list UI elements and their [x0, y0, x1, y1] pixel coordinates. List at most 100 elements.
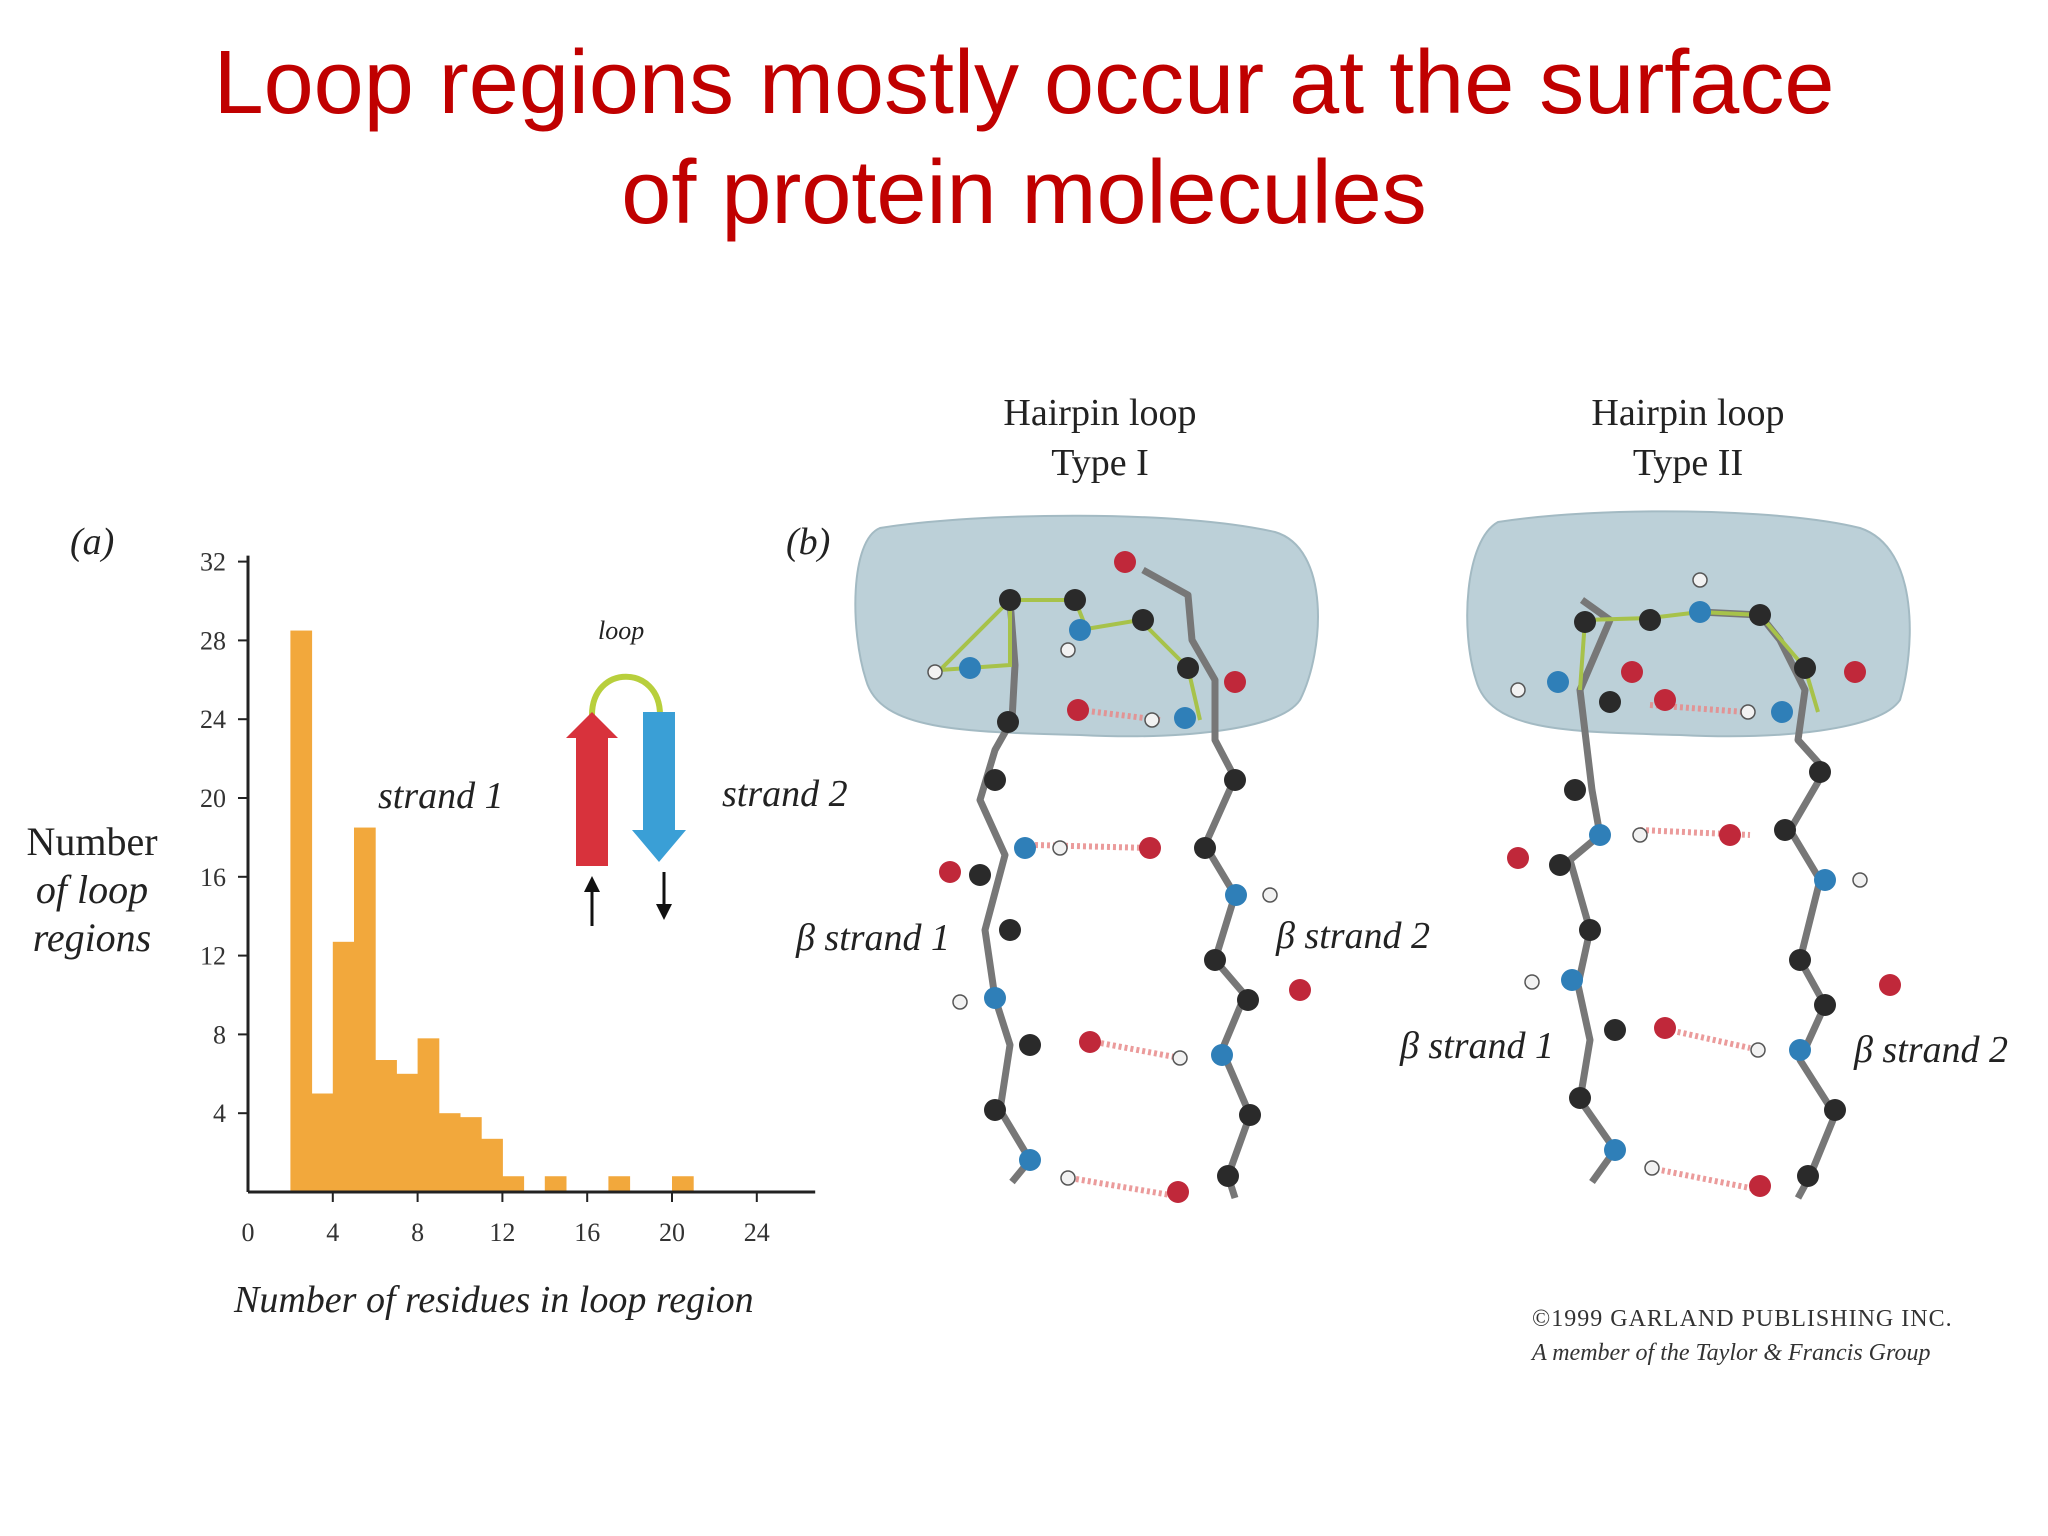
panel-b-label: (b)	[786, 521, 831, 563]
atom-c-7	[1177, 657, 1199, 679]
type1-strand-1-label: β strand 1	[796, 917, 951, 959]
atom-o-29	[1079, 1031, 1101, 1053]
solvent-surface-blob	[1466, 510, 1911, 738]
y-axis-label-line-1: Number	[26, 819, 158, 864]
hairpin-type2-model	[1466, 510, 1911, 1200]
atom-n-33	[1211, 1044, 1233, 1066]
atom-c-15	[1564, 779, 1586, 801]
atom-h-27	[952, 994, 968, 1010]
atom-h-27	[1524, 974, 1540, 990]
atom-n-9	[1547, 671, 1569, 693]
x-tick-label-0: 0	[242, 1218, 255, 1247]
atom-c-11	[997, 711, 1019, 733]
atom-n-21	[1814, 869, 1836, 891]
type1-strand-2-label: β strand 2	[1276, 915, 1431, 957]
atom-h-13	[1144, 712, 1160, 728]
atom-c-20	[1194, 837, 1216, 859]
type2-strand-1-label: β strand 1	[1400, 1025, 1555, 1067]
inset-loop-arc	[589, 673, 663, 716]
atom-c-40	[1217, 1165, 1239, 1187]
atom-n-21	[1225, 884, 1247, 906]
atom-h-34	[1750, 1042, 1766, 1058]
atom-n-37	[1019, 1149, 1041, 1171]
atom-n-14	[1174, 707, 1196, 729]
histogram-bar-2	[290, 630, 313, 1192]
atom-h-5	[1692, 572, 1708, 588]
atom-o-29	[1654, 1017, 1676, 1039]
x-tick-label-24: 24	[744, 1218, 770, 1247]
inset-strand-1-label: strand 1	[378, 775, 504, 817]
histogram-bar-12	[502, 1176, 525, 1192]
atom-c-1	[999, 589, 1021, 611]
atom-c-35	[1824, 1099, 1846, 1121]
histogram-bar-9	[438, 1113, 461, 1192]
backbone-segment-1	[976, 599, 1034, 1185]
x-axis-label: Number of residues in loop region	[234, 1279, 754, 1321]
atom-n-9	[959, 657, 981, 679]
histogram-bar-17	[608, 1176, 631, 1192]
histogram-bar-20	[672, 1176, 694, 1192]
type1-title-line-2: Type I	[1051, 442, 1149, 484]
atom-n-4	[1069, 619, 1091, 641]
y-tick-label-16: 16	[200, 863, 226, 892]
slide-title: Loop regions mostly occur at the surface…	[0, 28, 2048, 248]
histogram-bar-7	[396, 1073, 419, 1192]
slide-title-line-1: Loop regions mostly occur at the surface	[213, 33, 1835, 133]
atom-n-16	[1014, 837, 1036, 859]
atom-h-17	[1632, 827, 1648, 843]
atom-o-32	[1879, 974, 1901, 996]
atom-c-25	[999, 919, 1021, 941]
hydrogen-bond-4	[1069, 1175, 1171, 1198]
atom-c-25	[1579, 919, 1601, 941]
atom-c-31	[1814, 994, 1836, 1016]
atom-h-13	[1740, 704, 1756, 720]
inset-up-arrow-head	[584, 876, 600, 892]
type2-title-line-1: Hairpin loop	[1591, 392, 1785, 434]
y-axis-label-line-3: regions	[32, 915, 152, 960]
atom-c-15	[984, 769, 1006, 791]
atom-o-12	[1067, 699, 1089, 721]
atom-c-24	[969, 864, 991, 886]
histogram-bar-10	[460, 1117, 482, 1192]
atom-n-14	[1771, 701, 1793, 723]
atom-c-36	[984, 1099, 1006, 1121]
histogram-bar-8	[417, 1038, 440, 1192]
hairpin-type1-model	[854, 514, 1319, 1203]
atom-c-1	[1574, 611, 1596, 633]
atom-h-10	[1510, 682, 1526, 698]
histogram: 4 8 12 16 20 24 28 32 0 4 8 12 16 20 24	[200, 548, 816, 1247]
atom-c-20	[1774, 819, 1796, 841]
atom-c-30	[1204, 949, 1226, 971]
atom-o-23	[939, 861, 961, 883]
atom-o-12	[1654, 689, 1676, 711]
hydrogen-bond-1	[1649, 702, 1746, 715]
y-axis-label: Number of loop regions	[12, 818, 172, 962]
atom-c-31	[1237, 989, 1259, 1011]
type1-title: Hairpin loop Type I	[990, 388, 1210, 488]
inset-down-arrow-head	[656, 904, 672, 920]
copyright-line-1: ©1999 GARLAND PUBLISHING INC.	[1532, 1306, 1953, 1332]
atom-c-40	[1797, 1165, 1819, 1187]
atom-c-11	[1599, 691, 1621, 713]
y-tick-label-28: 28	[200, 626, 226, 655]
atom-n-33	[1789, 1039, 1811, 1061]
x-tick-label-20: 20	[659, 1218, 685, 1247]
atom-c-2	[1639, 609, 1661, 631]
inset-strand-1-arrow	[566, 712, 618, 866]
atom-o-3	[1621, 661, 1643, 683]
type2-title-line-2: Type II	[1632, 442, 1744, 484]
panel-a-label: (a)	[70, 521, 115, 563]
atom-o-23	[1507, 847, 1529, 869]
atom-c-28	[1019, 1034, 1041, 1056]
atom-h-38	[1644, 1160, 1660, 1176]
atom-o-3	[1114, 551, 1136, 573]
atom-o-39	[1749, 1175, 1771, 1197]
y-tick-label-20: 20	[200, 784, 226, 813]
atom-c-24	[1549, 854, 1571, 876]
x-tick-label-16: 16	[574, 1218, 600, 1247]
atom-n-16	[1589, 824, 1611, 846]
hydrogen-bond-2	[1034, 842, 1151, 851]
atom-h-5	[1060, 642, 1076, 658]
atom-h-17	[1052, 840, 1068, 856]
